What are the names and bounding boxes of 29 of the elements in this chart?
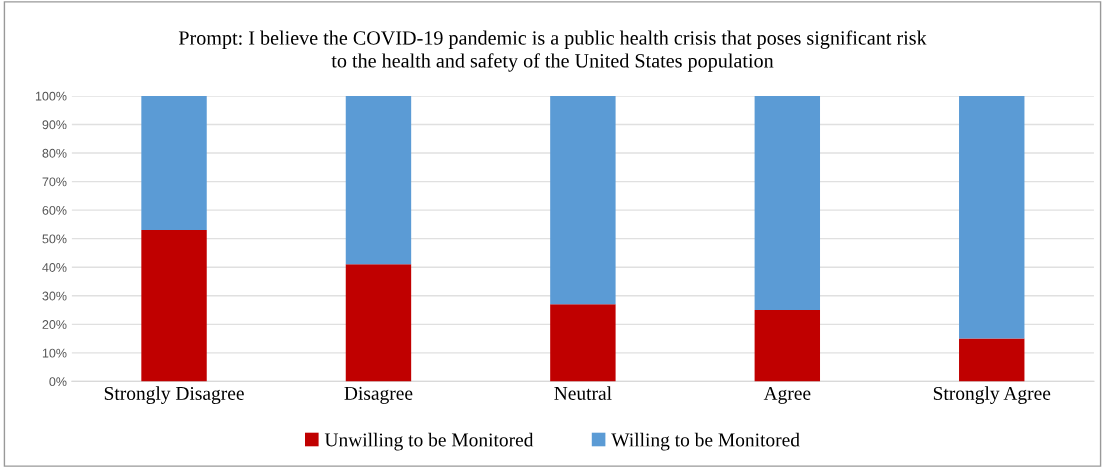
bar xyxy=(141,230,207,382)
y-tick-label: 0% xyxy=(49,377,67,387)
y-tick-label: 100% xyxy=(35,91,67,101)
bar xyxy=(550,304,616,382)
x-tick-label: Disagree xyxy=(344,386,413,404)
y-tick-label: 40% xyxy=(42,263,67,272)
y-tick-label: 90% xyxy=(42,120,67,130)
legend-label: Unwilling to be Monitored xyxy=(324,432,534,451)
y-tick-label: 20% xyxy=(42,320,67,329)
y-tick-label: 10% xyxy=(42,348,67,358)
bar xyxy=(959,338,1025,382)
bar xyxy=(550,95,616,305)
bar xyxy=(345,264,412,382)
bar xyxy=(345,95,412,265)
x-tick-label: Neutral xyxy=(554,386,612,400)
x-tick-label: Strongly Agree xyxy=(933,386,1051,404)
chart-title: Prompt: I believe the COVID-19 pandemic is a public health crisis that poses significant risk to the health and safety of the United States population xyxy=(178,30,927,72)
bar xyxy=(959,95,1025,339)
y-tick-label: 60% xyxy=(42,205,67,215)
x-tick-label: Agree xyxy=(763,386,811,404)
bar xyxy=(141,95,207,231)
bar xyxy=(754,95,821,311)
y-tick-label: 70% xyxy=(42,177,67,187)
y-tick-label: 80% xyxy=(42,148,67,158)
legend-label: Willing to be Monitored xyxy=(611,432,800,451)
bar xyxy=(754,310,821,382)
y-tick-label: 30% xyxy=(42,291,67,301)
y-tick-label: 50% xyxy=(42,234,67,244)
x-tick-label: Strongly Disagree xyxy=(104,386,244,404)
